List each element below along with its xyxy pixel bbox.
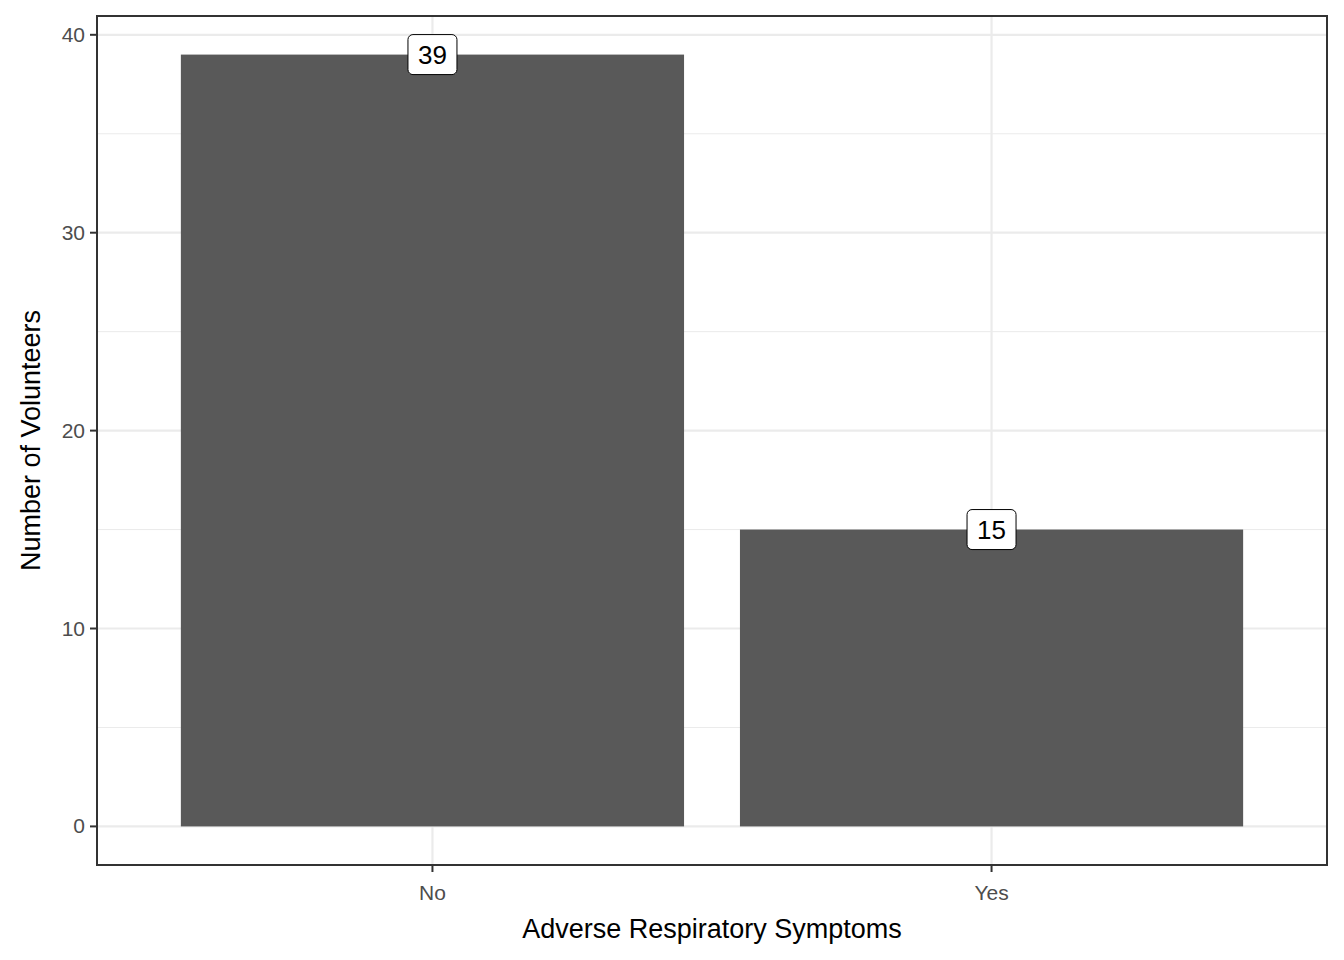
y-tick [90,34,97,36]
panel-background [97,16,1327,865]
bars [181,55,1243,827]
x-tick-label: No [419,881,446,904]
x-axis-title: Adverse Respiratory Symptoms [522,914,902,944]
y-tick-label: 20 [62,419,85,442]
chart: 39 15 0 10 20 30 40 No Yes Adverse Respiratory Sy… [0,0,1344,960]
bar [740,530,1243,827]
y-tick [90,232,97,234]
grid-line [97,34,1327,36]
data-label: 39 [418,40,447,70]
x-tick-label: Yes [974,881,1008,904]
y-tick-label: 10 [62,617,85,640]
data-label-box [408,35,457,75]
y-tick [90,628,97,630]
y-tick-label: 0 [73,814,85,837]
bar [181,55,684,827]
data-label-box [967,510,1016,550]
x-tick [431,865,433,872]
y-tick-label: 30 [62,221,85,244]
data-label: 15 [977,515,1006,545]
y-tick [90,825,97,827]
y-axis-title: Number of Volunteers [16,310,46,571]
y-tick-label: 40 [62,23,85,46]
panel-border [97,16,1327,865]
x-tick [991,865,993,872]
y-tick [90,430,97,432]
